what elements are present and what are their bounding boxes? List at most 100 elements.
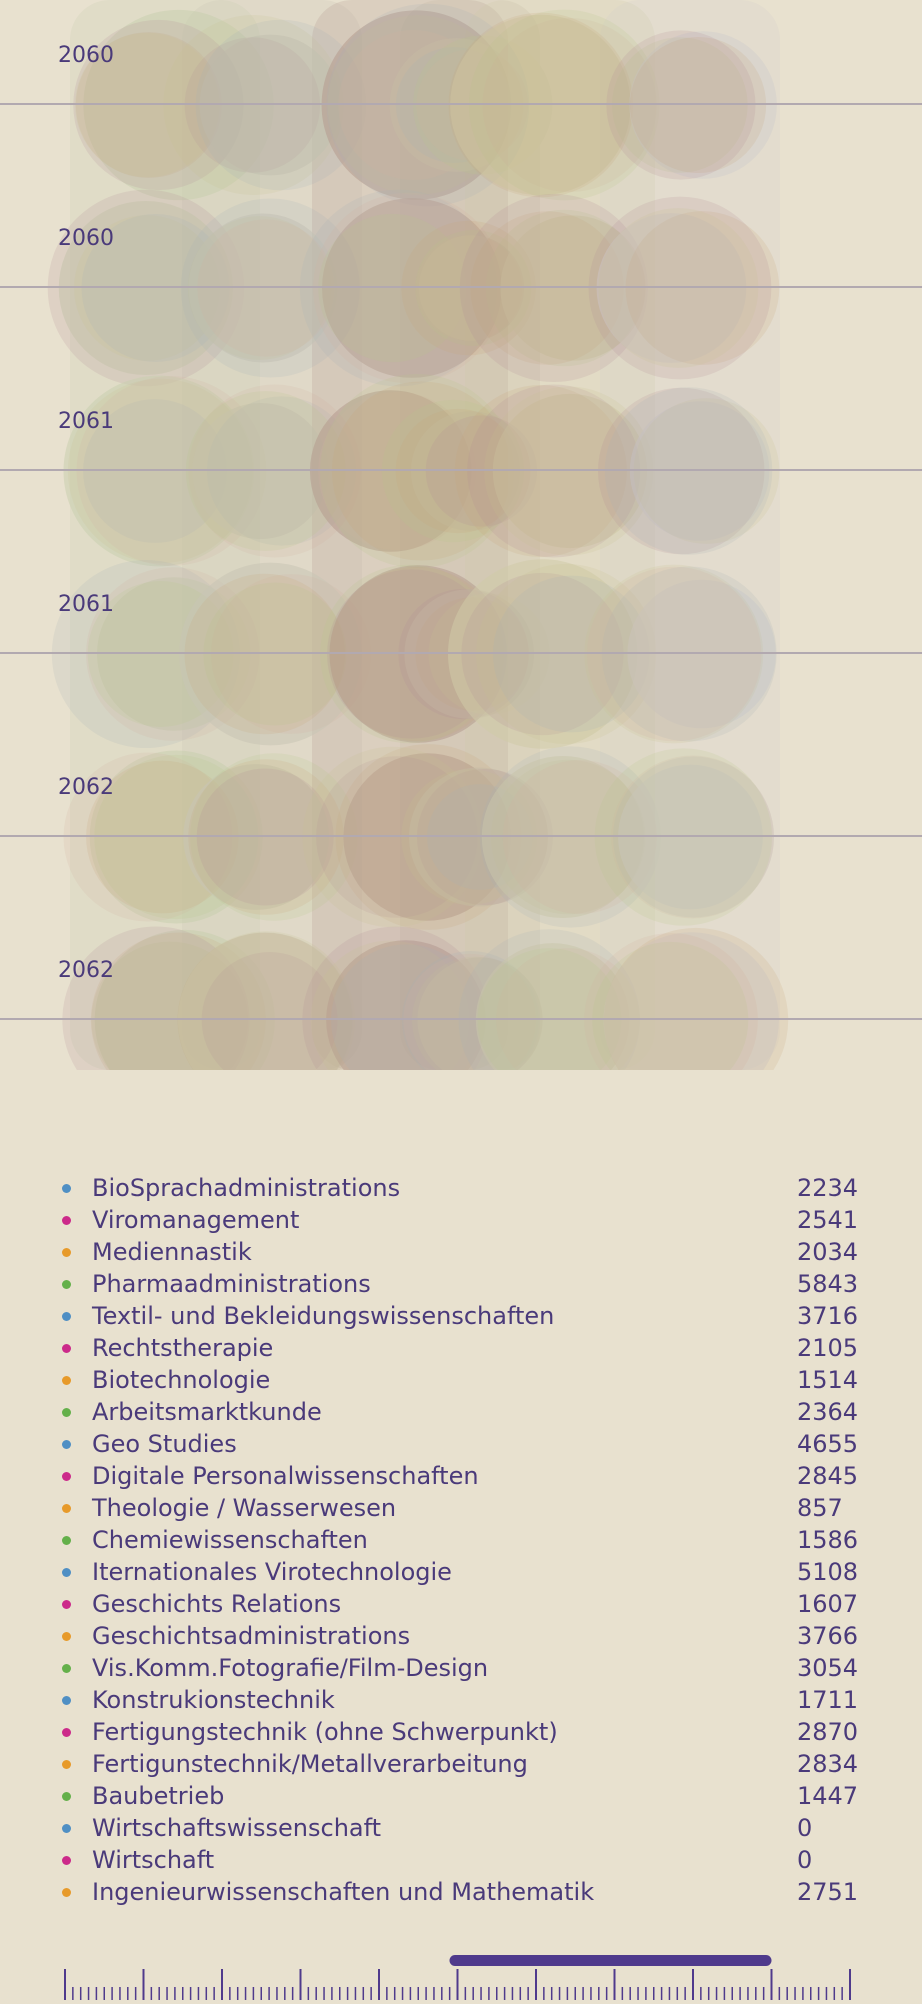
bubble [584, 933, 758, 1070]
bubble [459, 193, 648, 383]
bubble [485, 209, 643, 367]
legend-dot [62, 1248, 71, 1257]
legend-label: Theologie / Wasserwesen [92, 1494, 397, 1522]
legend-label: Konstrukionstechnik [92, 1686, 335, 1714]
legend-item[interactable]: Rechtstherapie 2105 [62, 1332, 862, 1364]
bubble [604, 387, 773, 555]
bubble [477, 948, 622, 1070]
legend-dot [62, 1824, 71, 1833]
legend-item[interactable]: Geschichtsadministrations 3766 [62, 1620, 862, 1652]
legend-item[interactable]: Pharmaadministrations 5843 [62, 1268, 862, 1300]
bubble-canvas [47, 0, 789, 1070]
bubble [586, 566, 762, 742]
legend-item[interactable]: Geo Studies 4655 [62, 1428, 862, 1460]
bubble [627, 579, 776, 729]
timeline-selection-handle[interactable] [449, 1955, 772, 1966]
legend-item[interactable]: Iternationales Virotechnologie 5108 [62, 1556, 862, 1588]
legend-item[interactable]: Viromanagement 2541 [62, 1204, 862, 1236]
bubble [584, 564, 764, 744]
legend-item[interactable]: Fertigungstechnik (ohne Schwerpunkt) 2870 [62, 1716, 862, 1748]
year-label: 2061 [58, 592, 114, 617]
bubble [318, 213, 467, 363]
bubble [81, 214, 230, 362]
bubble [179, 562, 362, 746]
bubble [63, 752, 233, 922]
bubble [454, 384, 627, 558]
bubble [177, 931, 356, 1070]
bubble [206, 396, 357, 546]
legend-label: Geo Studies [92, 1430, 237, 1458]
bubble [73, 19, 244, 191]
bubble [418, 235, 525, 341]
bubble [611, 755, 775, 919]
legend-item[interactable]: BioSprachadministrations 2234 [62, 1172, 862, 1204]
bubble [598, 208, 759, 368]
legend: BioSprachadministrations 2234 Viromanageme… [62, 1172, 862, 1908]
legend-value: 2834 [797, 1750, 859, 1778]
legend-value: 4655 [797, 1430, 859, 1458]
legend-label: Biotechnologie [92, 1366, 271, 1394]
timeline-scrubber[interactable] [0, 1945, 922, 2000]
legend-value: 1447 [797, 1782, 859, 1810]
bubble [596, 213, 747, 363]
legend-item[interactable]: Textil- und Bekleidungswissenschaften 371… [62, 1300, 862, 1332]
legend-dot [62, 1600, 71, 1609]
legend-label: Wirtschaftswissenschaft [92, 1814, 382, 1842]
legend-item[interactable]: Digitale Personalwissenschaften 2845 [62, 1460, 862, 1492]
row-divider [0, 286, 922, 288]
bubble [458, 929, 640, 1070]
bubble [461, 572, 624, 736]
legend-item[interactable]: Baubetrieb 1447 [62, 1780, 862, 1812]
bubble [75, 32, 220, 178]
legend-item[interactable]: Wirtschaftswissenschaft 0 [62, 1812, 862, 1844]
bubble [401, 220, 536, 356]
legend-dot [62, 1376, 71, 1385]
bubble [184, 573, 346, 735]
bubble [192, 402, 329, 540]
bubble [63, 375, 255, 567]
bubble [484, 386, 654, 556]
legend-item[interactable]: Chemiewissenschaften 1586 [62, 1524, 862, 1556]
legend-item[interactable]: Theologie / Wasserwesen 857 [62, 1492, 862, 1524]
legend-label: Digitale Personalwissenschaften [92, 1462, 479, 1490]
legend-value: 1514 [797, 1366, 859, 1394]
legend-label: Arbeitsmarktkunde [92, 1398, 322, 1426]
bubble [625, 211, 780, 365]
legend-item[interactable]: Wirtschaft 0 [62, 1844, 862, 1876]
legend-item[interactable]: Konstrukionstechnik 1711 [62, 1684, 862, 1716]
bubble [47, 189, 245, 387]
legend-item[interactable]: Mediennastik 2034 [62, 1236, 862, 1268]
legend-value: 2034 [797, 1238, 859, 1266]
legend-dot [62, 1888, 71, 1897]
bubble [188, 213, 338, 363]
legend-dot [62, 1280, 71, 1289]
legend-label: Fertigungstechnik (ohne Schwerpunkt) [92, 1718, 558, 1746]
bubble [603, 927, 789, 1070]
bubble [395, 408, 521, 534]
legend-item[interactable]: Fertigunstechnik/Metallverarbeitung 2834 [62, 1748, 862, 1780]
legend-item[interactable]: Ingenieurwissenschaften und Mathematik 27… [62, 1876, 862, 1908]
legend-dot [62, 1536, 71, 1545]
legend-value: 2845 [797, 1462, 859, 1490]
legend-item[interactable]: Arbeitsmarktkunde 2364 [62, 1396, 862, 1428]
legend-value: 5108 [797, 1558, 859, 1586]
legend-value: 1607 [797, 1590, 859, 1618]
legend-label: BioSprachadministrations [92, 1174, 401, 1202]
bubble [496, 948, 640, 1070]
legend-value: 2105 [797, 1334, 859, 1362]
legend-item[interactable]: Geschichts Relations 1607 [62, 1588, 862, 1620]
legend-dot [62, 1344, 71, 1353]
bubble [601, 566, 777, 742]
year-label: 2061 [58, 409, 114, 434]
legend-value: 2751 [797, 1878, 859, 1906]
year-label: 2062 [58, 958, 114, 983]
bubble [594, 748, 772, 926]
bubble [183, 764, 330, 910]
legend-value: 0 [797, 1814, 813, 1842]
legend-item[interactable]: Vis.Komm.Fotografie/Film-Design 3054 [62, 1652, 862, 1684]
legend-value: 3716 [797, 1302, 859, 1330]
timeline-axis[interactable] [0, 1945, 922, 2000]
legend-item[interactable]: Biotechnologie 1514 [62, 1364, 862, 1396]
bubble [618, 764, 763, 910]
year-label: 2060 [58, 43, 114, 68]
